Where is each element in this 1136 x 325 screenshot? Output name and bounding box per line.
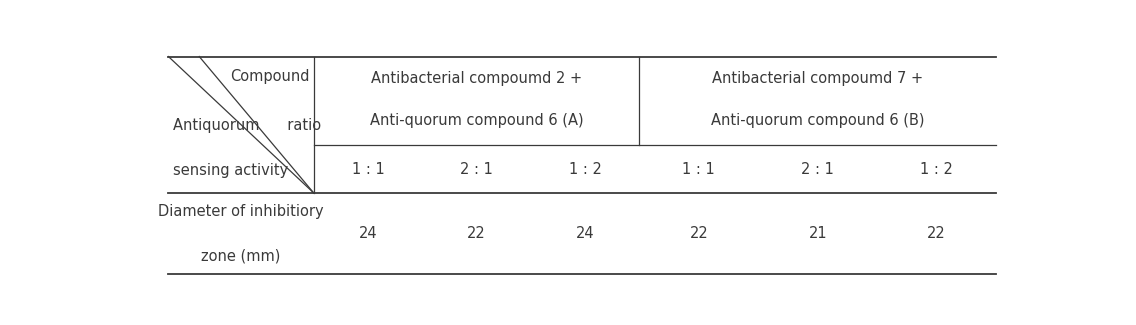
Text: 22: 22 [467,226,486,241]
Text: Anti-quorum compound 6 (A): Anti-quorum compound 6 (A) [369,113,584,128]
Text: 21: 21 [809,226,827,241]
Text: 1 : 2: 1 : 2 [920,162,953,176]
Text: 22: 22 [690,226,708,241]
Text: sensing activity: sensing activity [173,163,289,178]
Text: 1 : 2: 1 : 2 [569,162,602,176]
Text: 2 : 1: 2 : 1 [460,162,493,176]
Text: 1 : 1: 1 : 1 [683,162,716,176]
Text: 22: 22 [927,226,946,241]
Text: 24: 24 [576,226,594,241]
Text: 24: 24 [359,226,377,241]
Text: Anti-quorum compound 6 (B): Anti-quorum compound 6 (B) [711,113,925,128]
Text: 2 : 1: 2 : 1 [801,162,834,176]
Text: Antibacterial compoumd 7 +: Antibacterial compoumd 7 + [712,71,924,86]
Text: Antibacterial compoumd 2 +: Antibacterial compoumd 2 + [371,71,582,86]
Text: Antiquorum      ratio: Antiquorum ratio [173,118,321,133]
Text: zone (mm): zone (mm) [201,249,281,264]
Text: 1 : 1: 1 : 1 [352,162,384,176]
Text: Diameter of inhibitiory: Diameter of inhibitiory [158,203,324,218]
Text: Compound: Compound [229,69,309,84]
